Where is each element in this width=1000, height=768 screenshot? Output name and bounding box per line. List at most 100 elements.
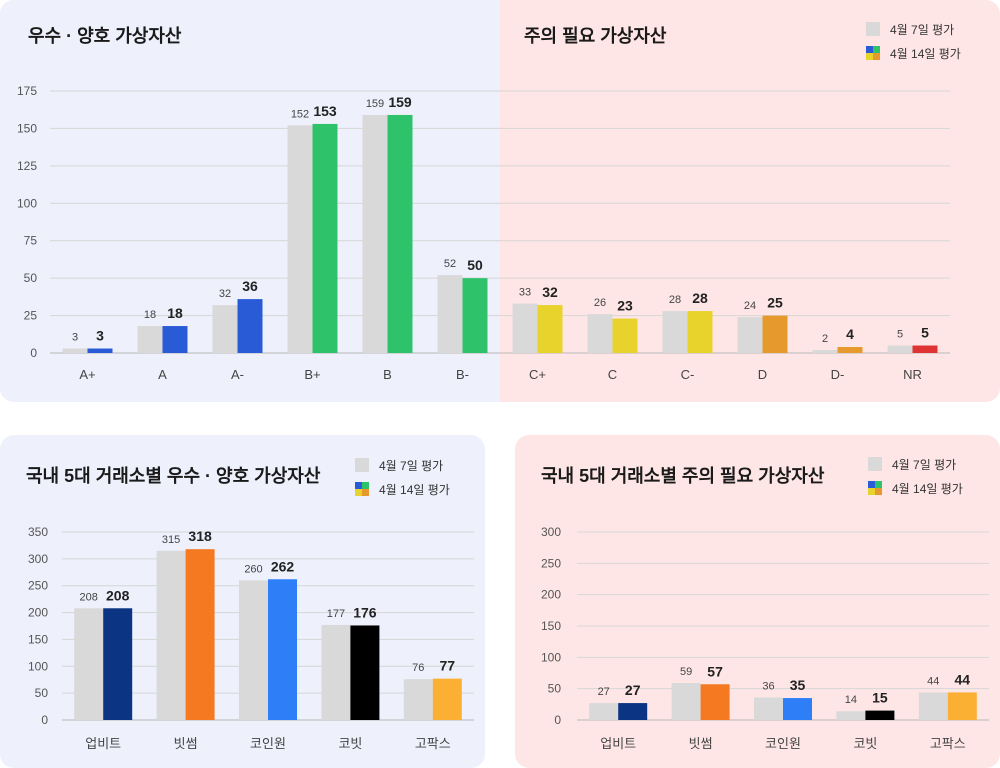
data-label-apr7: 59 (680, 666, 692, 678)
bar-apr7 (918, 692, 948, 720)
bar-apr14 (687, 311, 713, 353)
legend-item-apr14: 4월 14일 평가 (868, 476, 963, 500)
x-tick-label: D (758, 367, 767, 382)
bar-apr7 (836, 711, 866, 720)
bar-apr14 (700, 684, 730, 720)
bar-apr14 (162, 326, 188, 353)
data-label-apr7: 260 (244, 563, 262, 575)
legend-label: 4월 14일 평가 (379, 482, 450, 497)
x-tick-label: 빗썸 (689, 736, 713, 751)
data-label-apr7: 24 (744, 300, 756, 312)
data-label-apr7: 36 (762, 680, 774, 692)
y-tick-label: 100 (28, 659, 48, 673)
bar-apr14 (87, 348, 113, 353)
y-tick-label: 0 (30, 346, 37, 360)
x-tick-label: B- (456, 367, 469, 382)
x-tick-label: B (383, 367, 392, 382)
bar-apr7 (74, 608, 104, 720)
bar-apr7 (754, 697, 783, 720)
bar-apr14 (537, 305, 563, 353)
legend-label: 4월 14일 평가 (892, 481, 963, 496)
y-tick-label: 0 (41, 713, 48, 727)
y-tick-label: 350 (28, 525, 48, 539)
bar-apr14 (947, 692, 977, 720)
data-label-apr14: 23 (617, 298, 633, 314)
y-tick-label: 200 (541, 588, 561, 602)
legend-label: 4월 14일 평가 (890, 46, 961, 61)
bar-apr7 (403, 679, 433, 720)
bar-apr7 (362, 114, 388, 353)
x-tick-label: C+ (529, 367, 546, 382)
data-label-apr14: 18 (167, 305, 183, 321)
bar-apr7 (287, 125, 313, 353)
legend-item-apr14: 4월 14일 평가 (866, 41, 961, 65)
bar-apr7 (62, 348, 88, 353)
data-label-apr7: 3 (72, 332, 78, 344)
x-tick-label: 고팍스 (930, 736, 966, 751)
bar-apr14 (185, 549, 215, 720)
data-label-apr7: 152 (291, 108, 309, 120)
bar-apr7 (437, 275, 463, 353)
data-label-apr14: 25 (767, 295, 783, 311)
y-tick-label: 50 (24, 271, 38, 285)
y-tick-label: 50 (548, 682, 562, 696)
legend: 4월 7일 평가 4월 14일 평가 (355, 453, 450, 501)
x-tick-label: A (158, 367, 167, 382)
bar-apr14 (837, 347, 863, 353)
data-label-apr14: 262 (271, 558, 295, 574)
y-tick-label: 50 (35, 686, 49, 700)
legend-swatch-gray (866, 22, 880, 36)
bar-apr14 (618, 703, 648, 720)
bar-apr14 (783, 698, 812, 720)
good-assets-title: 우수 · 양호 가상자산 (28, 26, 182, 46)
legend-item-apr7: 4월 7일 평가 (868, 452, 963, 476)
bar-apr14 (865, 710, 895, 720)
y-tick-label: 0 (554, 713, 561, 727)
bar-apr14 (268, 579, 297, 720)
data-label-apr14: 176 (353, 604, 377, 620)
exchange-caution-assets-panel: 국내 5대 거래소별 주의 필요 가상자산 4월 7일 평가 4월 14일 평가… (515, 435, 1000, 768)
data-label-apr7: 159 (366, 98, 384, 110)
bar-apr7 (587, 314, 613, 353)
x-tick-label: 업비트 (600, 736, 636, 751)
y-tick-label: 100 (541, 650, 561, 664)
exchange-good-assets-title: 국내 5대 거래소별 우수 · 양호 가상자산 (26, 466, 321, 486)
data-label-apr14: 50 (467, 257, 483, 273)
x-tick-label: 코인원 (250, 736, 286, 751)
bar-apr7 (887, 345, 913, 353)
data-label-apr7: 32 (219, 288, 231, 300)
x-tick-label: 코인원 (765, 736, 801, 751)
exchange-caution-assets-chart: 0 50 100 150 200 250 300 27 27 업비트 59 57 빗썸 36 35 코인원 14… (541, 525, 989, 751)
data-label-apr14: 77 (440, 658, 456, 674)
bar-apr14 (350, 625, 380, 720)
bar-apr14 (312, 123, 338, 354)
data-label-apr7: 14 (845, 694, 857, 706)
bar-apr14 (912, 345, 938, 353)
legend-item-apr14: 4월 14일 평가 (355, 477, 450, 501)
bar-apr7 (239, 580, 268, 720)
data-label-apr7: 177 (327, 608, 345, 620)
exchange-good-assets-panel: 국내 5대 거래소별 우수 · 양호 가상자산 4월 7일 평가 4월 14일 … (0, 435, 485, 768)
data-label-apr14: 28 (692, 290, 708, 306)
legend-swatch-multicolor (868, 481, 882, 495)
bar-apr7 (512, 303, 538, 353)
exchange-good-assets-chart: 0 50 100 150 200 250 300 350 208 208 업비트 315 318 빗썸 26… (28, 525, 474, 751)
legend-label: 4월 7일 평가 (892, 457, 957, 472)
x-tick-label: D- (831, 367, 845, 382)
x-tick-label: A+ (79, 367, 95, 382)
legend-item-apr7: 4월 7일 평가 (355, 453, 450, 477)
data-label-apr14: 3 (96, 328, 104, 344)
bar-apr7 (137, 326, 163, 353)
bar-apr14 (103, 608, 133, 720)
legend: 4월 7일 평가 4월 14일 평가 (868, 452, 963, 500)
x-tick-label: NR (903, 367, 922, 382)
x-tick-label: 코빗 (338, 736, 362, 751)
data-label-apr7: 76 (412, 662, 424, 674)
x-tick-label: C- (681, 367, 695, 382)
data-label-apr7: 315 (162, 534, 180, 546)
bar-apr7 (321, 624, 351, 720)
legend-swatch-gray (355, 458, 369, 472)
bar-apr7 (156, 550, 186, 720)
data-label-apr14: 153 (313, 103, 337, 119)
